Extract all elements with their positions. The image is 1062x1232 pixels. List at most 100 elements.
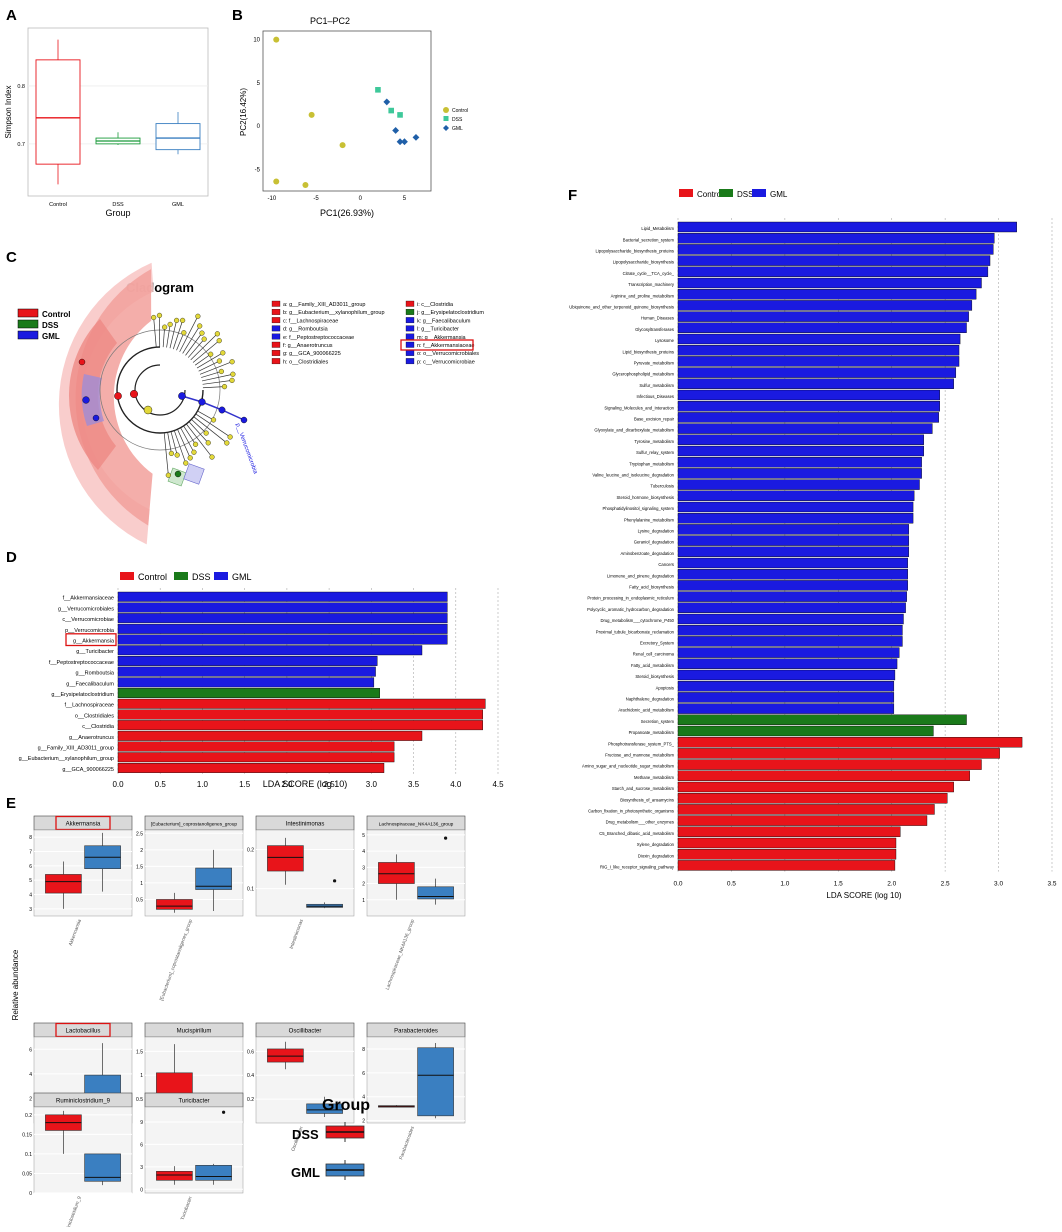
- lda-bar: [678, 760, 981, 770]
- legend-dss-label: DSS: [192, 572, 211, 582]
- cladogram-node: [215, 331, 220, 336]
- cladogram-key-label: e: f__Peptostreptococcaceae: [283, 335, 354, 341]
- facet-xlabel: [Eubacterium]_coprostanoligenes_group: [159, 918, 194, 1001]
- facet-panel: [256, 830, 354, 916]
- lda-bar-label: Bacterial_secretion_system: [623, 237, 675, 242]
- legend-gml-label: GML: [291, 1165, 320, 1180]
- lda-bar: [118, 753, 394, 763]
- facet-box-gml: [418, 887, 454, 899]
- lda-bar: [678, 670, 895, 680]
- facet-outlier: [222, 1111, 225, 1114]
- lda-bar-label: g__GCA_900066225: [62, 767, 114, 773]
- cladogram-key-swatch: [272, 301, 280, 307]
- lda-bar-label: Sulfur_metabolism: [639, 383, 674, 388]
- cladogram-key-swatch: [406, 317, 414, 323]
- cladogram-node: [166, 473, 171, 478]
- legend-dss-swatch: [18, 320, 38, 328]
- lda-bar-label: Fructose_and_mannose_metabolism: [605, 752, 674, 757]
- legend-dss-label: DSS: [452, 117, 463, 123]
- lda-xtick-label: 0.5: [727, 881, 736, 888]
- panel-a-box: [36, 60, 80, 164]
- facet-ytick-label: 0.1: [25, 1152, 32, 1158]
- panel-a-ytick-label: 0.7: [17, 142, 25, 148]
- panel-letter-b: B: [232, 7, 243, 24]
- lda-bar: [118, 592, 447, 602]
- lda-bar-label: g__Family_XIII_AD3011_group: [38, 746, 114, 752]
- lda-bar: [678, 704, 894, 714]
- panel-b-pcoa: PC1–PC2 PC2(16.42%) PC1(26.93%) Control …: [239, 16, 468, 218]
- pcoa-point-control: [340, 142, 346, 148]
- facet-title: Parabacteroides: [394, 1029, 438, 1035]
- lda-bar-label: g__Erysipelatoclostridium: [51, 692, 114, 698]
- lda-bar-label: f__Peptostreptococcaceae: [49, 660, 114, 666]
- cladogram-key-label: k: g__Faecalibaculum: [417, 318, 471, 324]
- legend-gml-label: GML: [42, 332, 60, 341]
- facet-ytick-label: 2.5: [136, 831, 143, 837]
- lda-bar-label: Signaling_Molecules_and_Interaction: [604, 405, 674, 410]
- lda-xtick-label: 1.5: [834, 881, 843, 888]
- cladogram-branch: [168, 432, 172, 453]
- lda-bar-label: Phosphotransferase_system_PTS_: [608, 741, 675, 746]
- facet-ytick-label: 2: [362, 882, 365, 888]
- cladogram-branch: [167, 324, 171, 347]
- cladogram-key-swatch: [272, 350, 280, 356]
- panel-b-xtick-label: 0: [359, 196, 363, 202]
- lda-bar-label: Fatty_acid_metabolism: [631, 663, 675, 668]
- panel-e-facet-boxplots: Relative abundance Akkermansia345678Akke…: [11, 816, 465, 1227]
- lda-bar: [678, 457, 922, 467]
- lda-bar-label: RIG_I_like_receptor_signaling_pathway: [600, 864, 675, 869]
- lda-bar-label: Lysosome: [655, 338, 675, 343]
- panel-b-xtick-label: -5: [313, 196, 319, 202]
- panel-b-ylabel: PC2(16.42%): [239, 88, 248, 136]
- facet-ytick-label: 0.1: [247, 887, 254, 893]
- cladogram-key-swatch: [406, 350, 414, 356]
- facet-ytick-label: 1.5: [136, 864, 143, 870]
- lda-bar: [118, 635, 447, 645]
- cladogram-key-label: f: g__Anaerotruncus: [283, 343, 333, 349]
- cladogram-branch: [173, 320, 182, 349]
- lda-bar-label: Lysine_degradation: [638, 528, 675, 533]
- panel-b-ytick-label: 10: [253, 38, 260, 44]
- cladogram-key-swatch: [272, 326, 280, 332]
- lda-bar: [118, 688, 380, 698]
- legend-gml-label: GML: [770, 190, 788, 199]
- cladogram-key-label: j: g__Erysipelatoclostridium: [416, 310, 484, 316]
- lda-bar: [678, 636, 902, 646]
- cladogram-branch: [195, 354, 211, 365]
- cladogram-key-label: p: c__Verrucomicrobiae: [417, 359, 475, 365]
- facet-xlabel: Akkermansia: [68, 918, 83, 946]
- lda-bar: [678, 614, 903, 624]
- lda-xtick-label: 0.0: [673, 881, 682, 888]
- lda-bar: [678, 390, 940, 400]
- lda-bar: [678, 737, 1022, 747]
- legend-control-label: Control: [42, 310, 70, 319]
- lda-bar: [678, 692, 894, 702]
- cladogram-branches: [151, 313, 235, 478]
- lda-bar: [678, 569, 908, 579]
- node-control-c: [79, 359, 85, 365]
- facet-ytick-label: 2: [29, 1096, 32, 1102]
- cladogram-node: [168, 322, 173, 327]
- lda-xtick-label: 3.0: [994, 881, 1003, 888]
- lda-bar: [118, 763, 384, 773]
- cladogram-node: [151, 315, 156, 320]
- cladogram-node: [204, 431, 209, 436]
- lda-bar-label: Glyoxylate_and_dicarboxylate_metabolism: [594, 428, 674, 433]
- facet-ytick-label: 0: [140, 1187, 143, 1193]
- facet-title: Intestinimonas: [286, 822, 325, 828]
- lda-bar: [678, 536, 909, 546]
- facet-box-dss: [267, 846, 303, 871]
- pcoa-point-control: [273, 178, 279, 184]
- lda-bar-label: Citrate_cycle__TCA_cycle_: [623, 271, 675, 276]
- cladogram-node: [188, 455, 193, 460]
- lda-bar: [678, 715, 967, 725]
- panel-a-category-label: DSS: [112, 202, 124, 208]
- lda-bar-label: Biosynthesis_of_ansamycins: [620, 797, 674, 802]
- panel-d-legend: Control DSS GML: [120, 572, 252, 582]
- cladogram-tree: p__Verrucomicrobia: [59, 263, 258, 545]
- lda-bar: [678, 379, 954, 389]
- facet-xlabel: Turicibacter: [180, 1195, 194, 1221]
- cladogram-key-label: o: o__Verrucomicrobiales: [417, 351, 479, 357]
- lda-bar-label: Glycerophospholipid_metabolism: [612, 372, 674, 377]
